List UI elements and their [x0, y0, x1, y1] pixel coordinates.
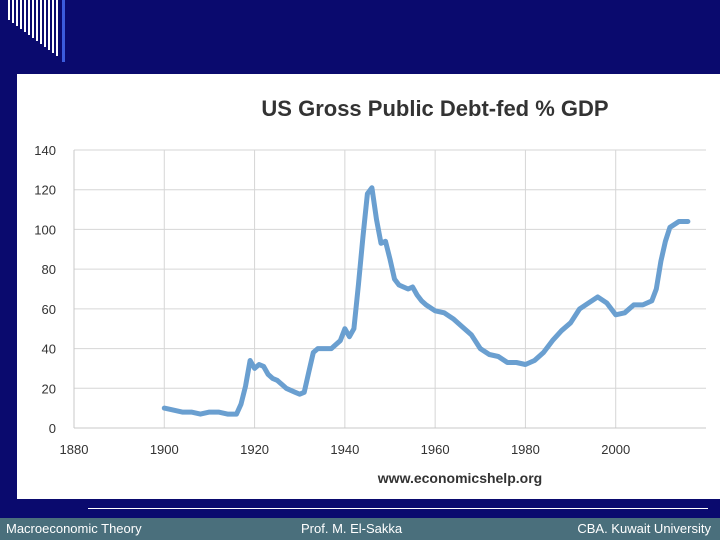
decorative-stripe [8, 0, 10, 20]
x-tick-label: 1920 [240, 442, 269, 457]
y-tick-label: 20 [42, 381, 56, 396]
decorative-stripe [62, 0, 65, 62]
decorative-stripe [48, 0, 50, 50]
x-tick-label: 1940 [330, 442, 359, 457]
y-tick-label: 60 [42, 302, 56, 317]
chart-panel: US Gross Public Debt-fed % GDP 0 20 40 60 80 1… [17, 74, 720, 499]
decorative-stripe [16, 0, 18, 26]
decorative-stripe [36, 0, 38, 41]
footer-author: Prof. M. El-Sakka [301, 521, 403, 536]
footer-rule [88, 508, 708, 509]
decorative-stripe [52, 0, 54, 53]
source-label: www.economicshelp.org [377, 470, 542, 486]
x-tick-label: 2000 [601, 442, 630, 457]
decorative-stripe [20, 0, 22, 29]
y-tick-label: 80 [42, 262, 56, 277]
debt-chart: US Gross Public Debt-fed % GDP 0 20 40 60 80 1… [34, 96, 706, 486]
decorative-stripe [24, 0, 26, 32]
decorative-stripes [8, 0, 65, 62]
decorative-stripe [32, 0, 34, 38]
decorative-stripe [44, 0, 46, 47]
x-tick-label: 1960 [421, 442, 450, 457]
decorative-stripe [40, 0, 42, 44]
y-tick-label: 0 [49, 421, 56, 436]
chart-title: US Gross Public Debt-fed % GDP [261, 96, 608, 121]
decorative-stripe [28, 0, 30, 35]
x-tick-label: 1980 [511, 442, 540, 457]
x-tick-label: 1880 [60, 442, 89, 457]
y-tick-label: 40 [42, 342, 56, 357]
footer-institution: CBA. Kuwait University [577, 521, 711, 536]
y-tick-label: 120 [34, 183, 56, 198]
y-tick-label: 140 [34, 143, 56, 158]
footer-bar: Macroeconomic Theory Prof. M. El-Sakka C… [0, 518, 720, 540]
decorative-stripe [56, 0, 58, 56]
decorative-stripe [12, 0, 14, 23]
x-tick-label: 1900 [150, 442, 179, 457]
y-tick-label: 100 [34, 222, 56, 237]
footer-course-title: Macroeconomic Theory [6, 521, 142, 536]
series-line [161, 185, 691, 417]
top-band [0, 0, 720, 62]
